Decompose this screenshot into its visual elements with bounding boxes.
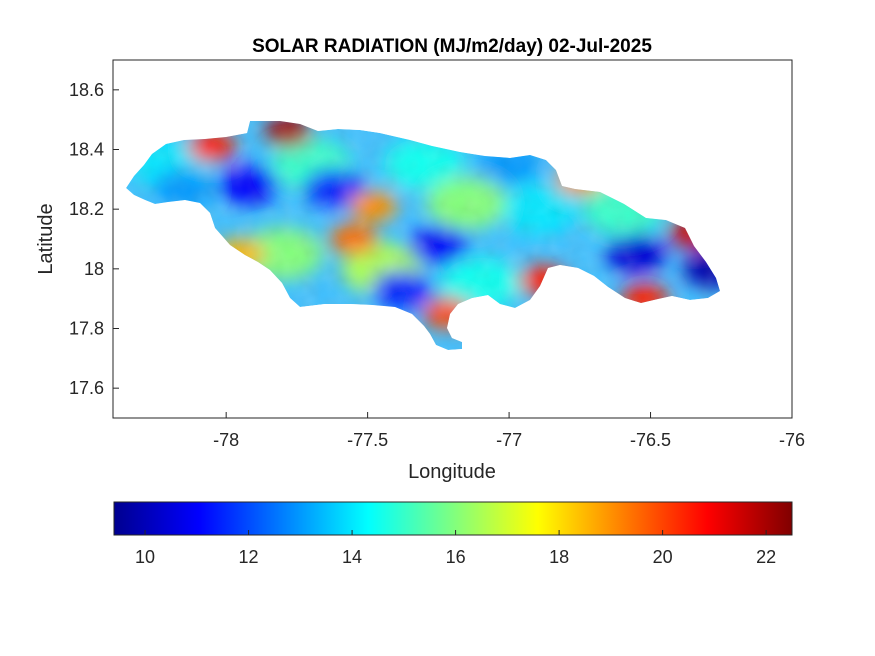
colorbar — [113, 501, 793, 536]
y-tick-label: 18.6 — [69, 80, 104, 100]
x-tick-label: -76 — [779, 430, 805, 450]
colorbar-tick-label: 20 — [653, 547, 673, 567]
y-tick-label: 18.2 — [69, 199, 104, 219]
x-tick-label: -77 — [496, 430, 522, 450]
x-tick-label: -78 — [213, 430, 239, 450]
colorbar-tick-label: 18 — [549, 547, 569, 567]
x-tick-label: -77.5 — [347, 430, 388, 450]
colorbar-tick-label: 10 — [135, 547, 155, 567]
x-axis: -78 -77.5 -77 -76.5 -76 — [213, 412, 805, 450]
y-tick-label: 17.6 — [69, 378, 104, 398]
colorbar-ticks: 10 12 14 16 18 20 22 — [135, 530, 776, 567]
colorbar-tick-label: 12 — [239, 547, 259, 567]
colorbar-tick-label: 14 — [342, 547, 362, 567]
x-axis-label: Longitude — [408, 461, 496, 483]
y-axis: 17.6 17.8 18 18.2 18.4 18.6 — [69, 80, 119, 398]
colorbar-tick-label: 16 — [446, 547, 466, 567]
y-tick-label: 17.8 — [69, 319, 104, 339]
x-tick-label: -76.5 — [630, 430, 671, 450]
colorbar-tick-label: 22 — [756, 547, 776, 567]
chart-title: SOLAR RADIATION (MJ/m2/day) 02-Jul-2025 — [252, 36, 652, 57]
y-tick-label: 18 — [84, 259, 104, 279]
y-tick-label: 18.4 — [69, 140, 104, 160]
y-axis-label: Latitude — [35, 203, 57, 274]
